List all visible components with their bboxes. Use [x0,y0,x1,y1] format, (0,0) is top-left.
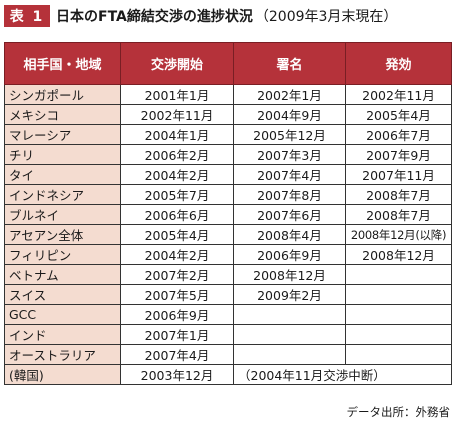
signed-cell: 2008年12月 [233,264,346,285]
start-cell: 2007年2月 [120,264,234,285]
table-row: インド 2007年1月 [4,324,452,345]
fta-table: 相手国・地域 交渉開始 署名 発効 シンガポール 2001年1月 2002年1月… [4,42,452,385]
country-cell: インド [4,324,121,345]
table-row: アセアン全体 2005年4月 2008年4月 2008年12月(以降) [4,224,452,245]
start-cell: 2006年9月 [120,304,234,325]
table-row: メキシコ 2002年11月 2004年9月 2005年4月 [4,104,452,125]
header-country: 相手国・地域 [4,42,121,85]
country-cell: (韓国) [4,364,121,385]
signed-cell [233,324,346,345]
start-cell: 2006年2月 [120,144,234,165]
effective-cell [345,304,452,325]
country-cell: メキシコ [4,104,121,125]
start-cell: 2007年1月 [120,324,234,345]
start-cell: 2005年4月 [120,224,234,245]
table-row: タイ 2004年2月 2007年4月 2007年11月 [4,164,452,185]
country-cell: チリ [4,144,121,165]
table-number-badge: 表 1 [4,5,50,27]
table-row: ベトナム 2007年2月 2008年12月 [4,264,452,285]
suspension-note: （2004年11月交渉中断） [233,364,452,385]
start-cell: 2007年5月 [120,284,234,305]
effective-cell: 2002年11月 [345,84,452,105]
country-cell: マレーシア [4,124,121,145]
data-source: データ出所：外務省 [346,405,451,419]
signed-cell: 2004年9月 [233,104,346,125]
table-row-korea: (韓国) 2003年12月 （2004年11月交渉中断） [4,364,452,385]
effective-cell: 2005年4月 [345,104,452,125]
start-cell: 2003年12月 [120,364,234,385]
effective-cell: 2008年12月(以降) [345,224,452,245]
effective-cell [345,344,452,365]
country-cell: ブルネイ [4,204,121,225]
header-signed: 署名 [233,42,346,85]
table-row: チリ 2006年2月 2007年3月 2007年9月 [4,144,452,165]
signed-cell: 2007年3月 [233,144,346,165]
signed-cell: 2009年2月 [233,284,346,305]
effective-cell [345,284,452,305]
table-row: インドネシア 2005年7月 2007年8月 2008年7月 [4,184,452,205]
signed-cell [233,344,346,365]
effective-cell: 2008年7月 [345,184,452,205]
start-cell: 2006年6月 [120,204,234,225]
header-row: 相手国・地域 交渉開始 署名 発効 [4,42,452,85]
start-cell: 2004年2月 [120,244,234,265]
signed-cell: 2008年4月 [233,224,346,245]
table-row: GCC 2006年9月 [4,304,452,325]
signed-cell: 2002年1月 [233,84,346,105]
start-cell: 2004年1月 [120,124,234,145]
table-row: フィリピン 2004年2月 2006年9月 2008年12月 [4,244,452,265]
signed-cell: 2007年6月 [233,204,346,225]
start-cell: 2002年11月 [120,104,234,125]
header-start: 交渉開始 [120,42,234,85]
country-cell: スイス [4,284,121,305]
start-cell: 2004年2月 [120,164,234,185]
country-cell: ベトナム [4,264,121,285]
table-row: スイス 2007年5月 2009年2月 [4,284,452,305]
table-row: マレーシア 2004年1月 2005年12月 2006年7月 [4,124,452,145]
country-cell: オーストラリア [4,344,121,365]
effective-cell: 2007年9月 [345,144,452,165]
table-title: 日本のFTA締結交渉の進捗状況 [56,9,253,25]
effective-cell: 2008年7月 [345,204,452,225]
effective-cell [345,264,452,285]
table-subtitle: （2009年3月末現在） [254,9,398,25]
start-cell: 2005年7月 [120,184,234,205]
signed-cell: 2006年9月 [233,244,346,265]
start-cell: 2001年1月 [120,84,234,105]
country-cell: インドネシア [4,184,121,205]
signed-cell: 2007年8月 [233,184,346,205]
effective-cell: 2007年11月 [345,164,452,185]
signed-cell: 2005年12月 [233,124,346,145]
header-effective: 発効 [345,42,452,85]
table-row: オーストラリア 2007年4月 [4,344,452,365]
country-cell: タイ [4,164,121,185]
table-row: ブルネイ 2006年6月 2007年6月 2008年7月 [4,204,452,225]
signed-cell [233,304,346,325]
country-cell: フィリピン [4,244,121,265]
country-cell: シンガポール [4,84,121,105]
start-cell: 2007年4月 [120,344,234,365]
country-cell: アセアン全体 [4,224,121,245]
title-row: 表 1 日本のFTA締結交渉の進捗状況 （2009年3月末現在） [4,4,397,28]
signed-cell: 2007年4月 [233,164,346,185]
effective-cell: 2006年7月 [345,124,452,145]
table-row: シンガポール 2001年1月 2002年1月 2002年11月 [4,84,452,105]
country-cell: GCC [4,304,121,325]
effective-cell [345,324,452,345]
effective-cell: 2008年12月 [345,244,452,265]
